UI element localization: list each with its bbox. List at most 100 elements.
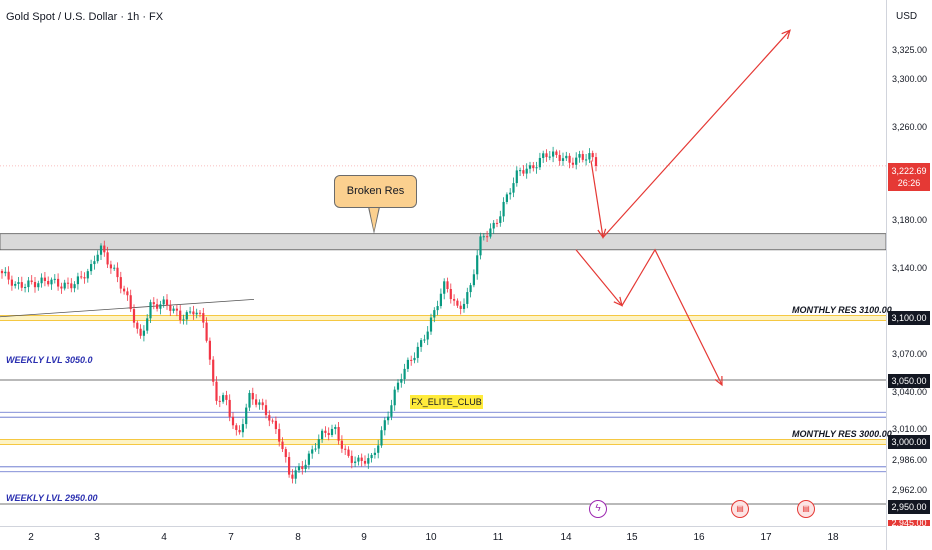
candle-body	[334, 427, 337, 429]
candle-body	[146, 318, 149, 331]
candle-body	[165, 299, 169, 306]
candle-body	[169, 305, 172, 311]
candle-body	[449, 289, 452, 300]
projection-arrowhead	[714, 375, 723, 387]
price-tick: 3,300.00	[892, 74, 928, 84]
candle-body	[76, 276, 79, 285]
candle-body	[406, 359, 409, 369]
candle-body	[70, 283, 73, 289]
projection-bullish	[590, 29, 791, 239]
candle-body	[225, 395, 228, 400]
candle-body	[453, 299, 456, 301]
candle-body	[271, 420, 274, 422]
candle-body	[400, 379, 403, 383]
price-tick: 2,986.00	[892, 455, 928, 465]
candle-body	[528, 165, 532, 169]
candle-body	[152, 302, 155, 305]
candle-body	[132, 309, 136, 323]
candle-body	[568, 155, 571, 163]
candle-body	[459, 305, 462, 309]
candle-body	[492, 222, 495, 229]
monthly-res-3000-label: MONTHLY RES 3000.00	[792, 429, 892, 439]
candle-body	[63, 282, 66, 289]
price-tick: 3,260.00	[892, 122, 928, 132]
candle-body	[443, 281, 446, 294]
candle-body	[261, 402, 264, 406]
candle-body	[307, 453, 310, 465]
candle-body	[403, 368, 406, 380]
candle-body	[228, 399, 231, 417]
currency-label[interactable]: USD	[896, 11, 918, 22]
candle-body	[354, 461, 357, 463]
candle-body	[215, 381, 218, 401]
time-label: 16	[693, 532, 705, 543]
candle-body	[231, 416, 235, 426]
projection-arrowhead	[613, 296, 623, 307]
candle-body	[281, 441, 284, 450]
time-label: 14	[560, 532, 572, 543]
price-level-box-2950: 2,950.00	[888, 500, 930, 514]
candle-body	[37, 283, 40, 288]
weekly-lvl-2950-label: WEEKLY LVL 2950.00	[6, 493, 98, 503]
candle-body	[50, 279, 53, 285]
candle-body	[27, 280, 30, 288]
candle-body	[20, 282, 23, 288]
candle-body	[172, 308, 175, 311]
candle-body	[66, 282, 70, 284]
candle-body	[162, 299, 165, 305]
candle-body	[195, 312, 198, 315]
chart-area[interactable]	[0, 0, 886, 526]
candle-body	[291, 474, 294, 479]
candle-body	[410, 359, 413, 361]
event-us-flag-icon[interactable]: ▤	[797, 500, 815, 518]
candle-body	[73, 284, 76, 289]
candle-body	[255, 399, 258, 405]
candle-body	[14, 283, 17, 286]
candle-body	[278, 429, 281, 442]
candle-body	[129, 295, 132, 310]
time-label: 18	[827, 532, 839, 543]
candle-body	[86, 271, 89, 279]
event-bolt-icon[interactable]: ϟ	[589, 500, 607, 518]
candle-body	[311, 449, 314, 454]
candle-body	[416, 346, 419, 358]
broken-res-callout[interactable]: Broken Res	[334, 175, 417, 208]
candle-body	[24, 287, 27, 289]
candle-body	[360, 457, 363, 461]
candle-body	[4, 271, 7, 274]
candle-body	[578, 154, 581, 158]
candle-body	[0, 270, 4, 274]
candle-body	[238, 430, 241, 433]
time-label: 10	[425, 532, 437, 543]
candle-body	[182, 319, 185, 321]
candle-body	[248, 392, 251, 408]
candle-body	[542, 153, 545, 158]
candle-body	[198, 312, 202, 314]
candle-body	[495, 222, 499, 224]
candle-body	[314, 448, 317, 450]
candle-body	[96, 254, 99, 262]
candle-body	[499, 216, 502, 223]
candle-body	[591, 153, 594, 158]
candle-body	[99, 245, 103, 255]
candle-body	[294, 470, 297, 479]
candle-body	[383, 420, 386, 431]
candle-body	[126, 291, 129, 296]
candle-body	[413, 357, 416, 361]
price-level-box-3100: 3,100.00	[888, 311, 930, 325]
candle-body	[357, 457, 360, 462]
projection-bearish	[575, 248, 723, 386]
candle-body	[439, 293, 442, 307]
candle-body	[106, 252, 109, 265]
time-label: 15	[626, 532, 638, 543]
candle-body	[390, 405, 393, 417]
current-price-box: 3,222.69 26:26	[888, 163, 930, 191]
candle-body	[241, 424, 244, 433]
event-us-flag-icon[interactable]: ▤	[731, 500, 749, 518]
monthly-res-3100-label: MONTHLY RES 3100.00	[792, 305, 892, 315]
candle-body	[43, 277, 46, 281]
candle-body	[469, 285, 472, 293]
price-level-box-cut: 2,945.00	[888, 520, 930, 526]
candle-body	[538, 157, 541, 168]
candle-body	[565, 155, 568, 159]
